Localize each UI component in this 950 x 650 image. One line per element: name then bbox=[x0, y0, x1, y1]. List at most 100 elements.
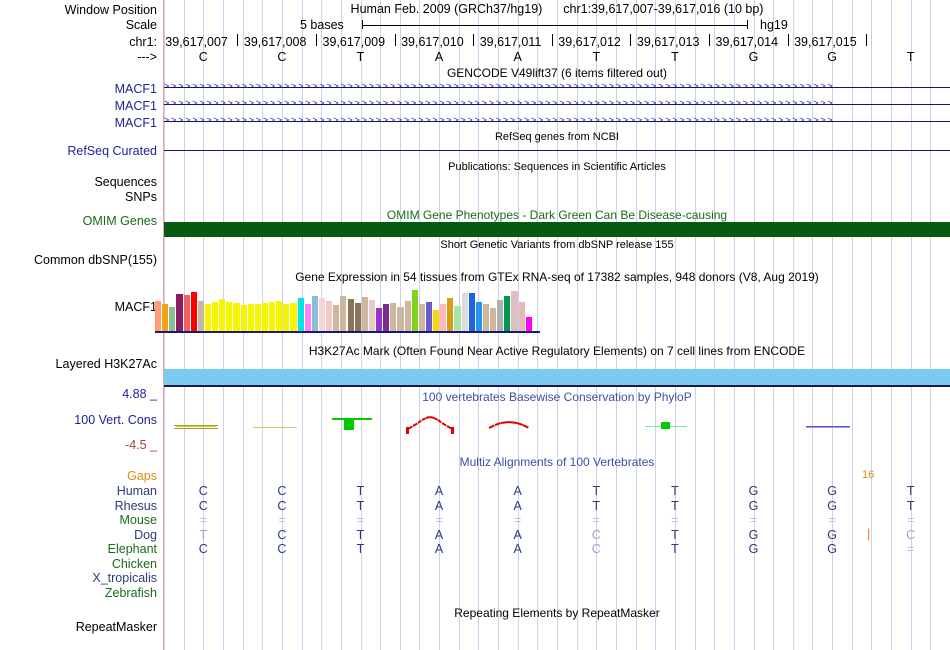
gtex-tissue-bar[interactable] bbox=[269, 302, 276, 331]
gtex-tissue-bar[interactable] bbox=[511, 291, 518, 331]
alignment-base[interactable]: G bbox=[827, 542, 837, 556]
gtex-tissue-bar[interactable] bbox=[504, 296, 511, 331]
conservation-bar[interactable] bbox=[451, 427, 454, 434]
gene-intron-line[interactable] bbox=[164, 121, 950, 122]
gtex-tissue-bar[interactable] bbox=[226, 302, 233, 331]
sidebar-item-species-mouse[interactable]: Mouse bbox=[119, 513, 157, 527]
refseq-feature-line[interactable] bbox=[164, 150, 950, 151]
gtex-tissue-bar[interactable] bbox=[397, 306, 404, 331]
alignment-base[interactable]: A bbox=[434, 542, 444, 556]
gtex-tissue-bar[interactable] bbox=[261, 303, 269, 331]
alignment-base[interactable]: T bbox=[906, 484, 915, 498]
sidebar-item-omim-genes[interactable]: OMIM Genes bbox=[82, 214, 157, 228]
gtex-tissue-bar[interactable] bbox=[219, 298, 226, 331]
gtex-tissue-bar[interactable] bbox=[240, 304, 247, 331]
alignment-base[interactable]: G bbox=[827, 484, 837, 498]
alignment-base[interactable]: G bbox=[827, 527, 837, 542]
gtex-tissue-bar[interactable] bbox=[461, 293, 468, 331]
gtex-tissue-bar[interactable] bbox=[254, 304, 261, 331]
sidebar-item-sequences[interactable]: Sequences bbox=[94, 175, 157, 189]
alignment-base[interactable]: C bbox=[198, 498, 208, 513]
gtex-tissue-bar[interactable] bbox=[440, 304, 447, 331]
conservation-bar[interactable] bbox=[488, 424, 495, 429]
gtex-tissue-bar[interactable] bbox=[183, 295, 190, 331]
alignment-base[interactable]: T bbox=[356, 527, 365, 542]
gtex-tissue-bar[interactable] bbox=[525, 317, 532, 331]
gtex-tissue-bar[interactable] bbox=[311, 295, 318, 331]
sidebar-item-common-dbsnp[interactable]: Common dbSNP(155) bbox=[34, 253, 157, 267]
alignment-base[interactable]: T bbox=[592, 498, 601, 513]
gtex-tissue-bar[interactable] bbox=[204, 303, 212, 331]
gtex-expression-barchart[interactable] bbox=[155, 283, 540, 331]
alignment-base[interactable]: A bbox=[513, 484, 522, 498]
gtex-tissue-bar[interactable] bbox=[425, 302, 433, 331]
gtex-tissue-bar[interactable] bbox=[468, 292, 475, 331]
alignment-base[interactable]: = bbox=[278, 513, 286, 527]
alignment-base[interactable]: T bbox=[906, 498, 915, 513]
alignment-base[interactable]: C bbox=[277, 542, 287, 556]
alignment-base[interactable]: = bbox=[199, 513, 207, 527]
alignment-base[interactable]: C bbox=[277, 484, 287, 498]
alignment-base[interactable]: G bbox=[748, 542, 759, 556]
sidebar-item-species-human[interactable]: Human bbox=[116, 484, 157, 498]
sidebar-item-species-elephant[interactable]: Elephant bbox=[107, 542, 157, 556]
alignment-base[interactable]: T bbox=[199, 527, 208, 542]
gtex-tissue-bar[interactable] bbox=[297, 298, 304, 331]
gtex-tissue-bar[interactable] bbox=[283, 303, 290, 331]
gtex-tissue-bar[interactable] bbox=[454, 306, 461, 331]
gtex-tissue-bar[interactable] bbox=[376, 308, 383, 331]
alignment-base[interactable]: = bbox=[749, 513, 758, 527]
alignment-base[interactable]: C bbox=[198, 484, 208, 498]
gtex-tissue-bar[interactable] bbox=[347, 299, 354, 331]
sidebar-item-species-dog[interactable]: Dog bbox=[134, 527, 157, 542]
sidebar-item-layered-h3k27ac[interactable]: Layered H3K27Ac bbox=[55, 357, 157, 371]
gtex-tissue-bar[interactable] bbox=[340, 296, 347, 331]
gene-intron-line[interactable] bbox=[164, 104, 950, 105]
gtex-tissue-bar[interactable] bbox=[475, 302, 482, 331]
gtex-tissue-bar[interactable] bbox=[304, 304, 311, 331]
conservation-bar[interactable] bbox=[806, 426, 850, 427]
gtex-tissue-bar[interactable] bbox=[404, 301, 411, 331]
conservation-block[interactable] bbox=[344, 418, 354, 430]
gtex-tissue-bar[interactable] bbox=[233, 303, 240, 331]
gtex-tissue-bar[interactable] bbox=[212, 301, 219, 331]
gtex-tissue-bar[interactable] bbox=[390, 303, 397, 331]
sidebar-item-species-chicken[interactable]: Chicken bbox=[111, 556, 157, 571]
alignment-base[interactable]: C bbox=[591, 527, 601, 542]
sidebar-item-species-rhesus[interactable]: Rhesus bbox=[114, 498, 157, 513]
gtex-tissue-bar[interactable] bbox=[433, 310, 440, 331]
alignment-base[interactable]: T bbox=[671, 542, 679, 556]
gene-intron-line[interactable] bbox=[164, 87, 950, 88]
conservation-bar[interactable] bbox=[412, 422, 418, 427]
alignment-base[interactable]: C bbox=[277, 527, 287, 542]
gtex-tissue-bar[interactable] bbox=[490, 308, 497, 331]
conservation-bar[interactable] bbox=[522, 424, 529, 429]
alignment-base[interactable]: A bbox=[434, 498, 444, 513]
conservation-bar[interactable] bbox=[253, 427, 297, 428]
h3k27ac-signal-band[interactable] bbox=[164, 369, 950, 385]
alignment-base[interactable]: T bbox=[671, 498, 679, 513]
alignment-base[interactable]: A bbox=[434, 484, 444, 498]
gtex-tissue-bar[interactable] bbox=[497, 300, 504, 331]
gtex-tissue-bar[interactable] bbox=[333, 304, 340, 331]
alignment-base[interactable]: = bbox=[592, 513, 600, 527]
alignment-base[interactable]: C bbox=[277, 498, 287, 513]
sidebar-item-refseq-curated[interactable]: RefSeq Curated bbox=[67, 144, 157, 158]
gtex-tissue-bar[interactable] bbox=[411, 290, 418, 331]
gtex-tissue-bar[interactable] bbox=[418, 303, 425, 331]
alignment-base[interactable]: A bbox=[434, 527, 444, 542]
sidebar-item-repeatmasker[interactable]: RepeatMasker bbox=[75, 620, 157, 634]
conservation-bar[interactable] bbox=[406, 427, 409, 434]
alignment-base[interactable]: = bbox=[828, 513, 836, 527]
sidebar-item-gencode-2[interactable]: MACF1 bbox=[114, 99, 157, 113]
omim-gene-band[interactable] bbox=[164, 222, 950, 237]
position-text[interactable]: chr1:39,617,007-39,617,016 (10 bp) bbox=[563, 2, 764, 16]
sidebar-item-gtex-macf1[interactable]: MACF1 bbox=[114, 300, 157, 314]
gtex-tissue-bar[interactable] bbox=[276, 301, 283, 331]
gtex-tissue-bar[interactable] bbox=[318, 297, 326, 331]
gtex-tissue-bar[interactable] bbox=[482, 304, 490, 331]
gtex-tissue-bar[interactable] bbox=[247, 303, 254, 331]
conservation-bar[interactable] bbox=[176, 426, 216, 427]
gtex-tissue-bar[interactable] bbox=[447, 298, 454, 331]
